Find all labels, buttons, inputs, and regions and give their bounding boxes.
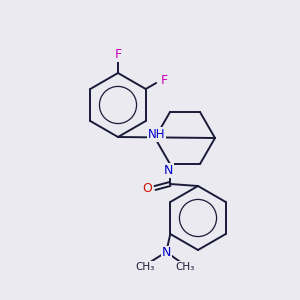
Text: CH₃: CH₃: [176, 262, 195, 272]
Text: F: F: [114, 47, 122, 61]
Text: F: F: [160, 74, 168, 86]
Text: N: N: [163, 164, 173, 178]
Text: CH₃: CH₃: [136, 262, 155, 272]
Text: N: N: [162, 247, 171, 260]
Text: NH: NH: [148, 128, 165, 141]
Text: O: O: [142, 182, 152, 196]
